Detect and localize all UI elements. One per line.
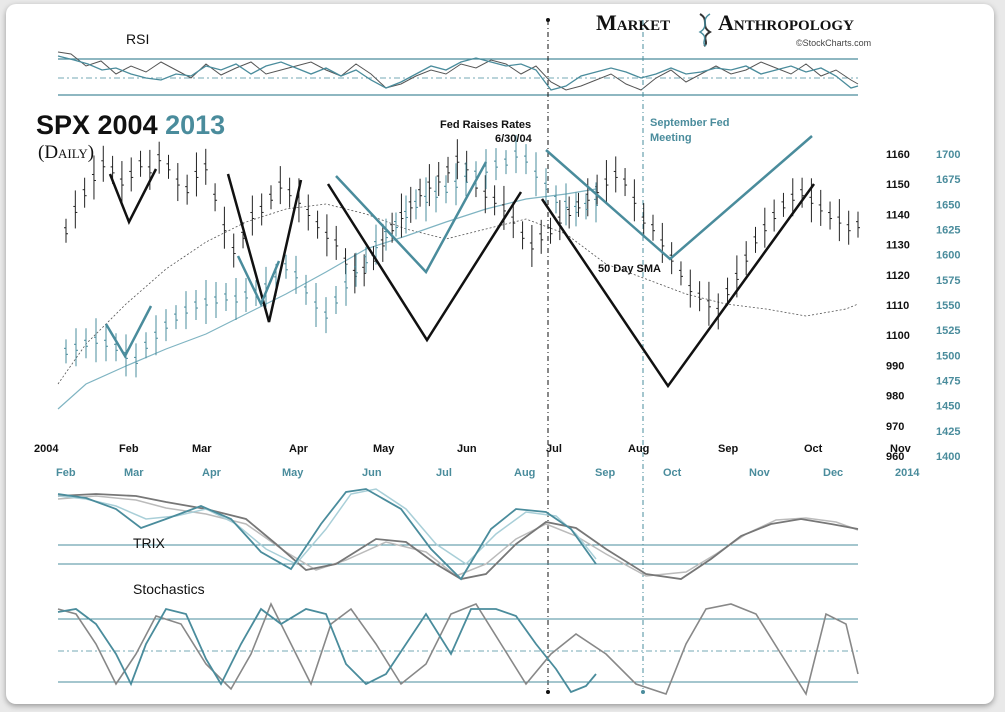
- y-axis-2013: 1700 1675 1650 1625 1600 1575 1550 1525 1500 1475…: [936, 149, 960, 463]
- brand-source: ©StockCharts.com: [796, 38, 871, 48]
- x-tick-2013: Nov: [749, 467, 771, 479]
- price-bars-2013: [64, 135, 598, 378]
- y-tick-2004: 960: [886, 451, 904, 463]
- sept-fed-label: September Fed: [650, 117, 729, 129]
- trix-panel: TRIX: [57, 488, 859, 581]
- y-tick-2004: 990: [886, 360, 904, 372]
- x-tick-2004: Aug: [628, 443, 649, 455]
- trix-2013: [57, 488, 597, 581]
- stochastics-panel: Stochastics: [57, 581, 859, 697]
- x-tick-2013: Oct: [663, 467, 682, 479]
- brand-word2: Anthropology: [718, 10, 854, 35]
- y-tick-2013: 1650: [936, 199, 960, 211]
- x-tick-2004: Jun: [457, 443, 477, 455]
- chart-title: SPX 2004 2013: [36, 110, 225, 140]
- sept-fed-dot-bottom: [641, 690, 645, 694]
- v-pattern-2013: [104, 135, 813, 359]
- x-tick-2004: Jul: [546, 443, 562, 455]
- dna-icon: [698, 13, 712, 47]
- x-tick-2013: Dec: [823, 467, 843, 479]
- y-tick-2013: 1700: [936, 149, 960, 161]
- v-2004-1: [108, 168, 158, 226]
- x-tick-2013: Mar: [124, 467, 144, 479]
- chart-card: RSI SPX 2004 2013 (Daily) Market Anthrop…: [6, 4, 994, 704]
- fed-raises-date: 6/30/04: [495, 133, 533, 145]
- x-axis-2004: 2004 Feb Mar Apr May Jun Jul Aug Sep Oct Nov: [34, 443, 912, 455]
- x-tick-2004: Mar: [192, 443, 212, 455]
- y-tick-2013: 1600: [936, 250, 960, 262]
- x-tick-2004: May: [373, 443, 395, 455]
- v-2013-1: [104, 305, 153, 359]
- x-tick-2013: Feb: [56, 467, 76, 479]
- x-tick-2004: Apr: [289, 443, 309, 455]
- fed-raise-dot-bottom: [546, 690, 550, 694]
- y-tick-2013: 1450: [936, 401, 960, 413]
- y-tick-2013: 1625: [936, 225, 960, 237]
- v-2004-2: [226, 173, 303, 323]
- y-tick-2004: 1160: [886, 149, 910, 161]
- v-pattern-2004: [108, 168, 816, 389]
- v-2013-4: [545, 135, 813, 261]
- title-prefix: SPX 2004: [36, 110, 165, 140]
- x-tick-2004: Oct: [804, 443, 823, 455]
- price-bars-2004: [64, 139, 860, 330]
- y-tick-2013: 1400: [936, 451, 960, 463]
- stochastics-label: Stochastics: [133, 581, 205, 597]
- y-tick-2013: 1475: [936, 376, 960, 388]
- y-tick-2013: 1675: [936, 174, 960, 186]
- rsi-line-2004: [57, 51, 859, 91]
- x-tick-2013: Jun: [362, 467, 382, 479]
- y-tick-2013: 1575: [936, 275, 960, 287]
- trix-2013-signal: [57, 488, 597, 565]
- fed-raises-label: Fed Raises Rates: [440, 119, 531, 131]
- sma-2004: [57, 203, 859, 385]
- fed-raise-dot-top: [546, 18, 550, 22]
- x-tick-2004: Sep: [718, 443, 738, 455]
- v-2013-2: [236, 255, 281, 308]
- x-tick-2004: 2004: [34, 443, 59, 455]
- v-2013-3: [335, 161, 488, 275]
- y-tick-2004: 1110: [886, 300, 909, 312]
- brand-logo: Market Anthropology ©StockCharts.com: [596, 10, 871, 48]
- x-tick-2013: May: [282, 467, 304, 479]
- x-tick-2013: Sep: [595, 467, 615, 479]
- y-tick-2004: 1150: [886, 179, 910, 191]
- y-tick-2004: 1120: [886, 270, 910, 282]
- rsi-panel: RSI: [57, 31, 859, 96]
- y-tick-2013: 1425: [936, 426, 960, 438]
- x-tick-2013: Jul: [436, 467, 452, 479]
- x-tick-2004: Feb: [119, 443, 139, 455]
- v-2004-3: [326, 183, 523, 343]
- y-axis-2004: 1160 1150 1140 1130 1120 1110 1100 990 980 970 960: [886, 149, 910, 463]
- y-tick-2013: 1500: [936, 350, 960, 362]
- x-axis-2013: Feb Mar Apr May Jun Jul Aug Sep Oct Nov Dec 2014: [56, 467, 920, 479]
- trix-label: TRIX: [133, 535, 166, 551]
- y-tick-2004: 1130: [886, 240, 910, 252]
- y-tick-2013: 1550: [936, 300, 960, 312]
- sma-label: 50 Day SMA: [598, 263, 661, 275]
- x-tick-2004: Nov: [890, 443, 912, 455]
- brand-word1: Market: [596, 10, 670, 35]
- rsi-label: RSI: [126, 31, 149, 47]
- chart-svg: RSI SPX 2004 2013 (Daily) Market Anthrop…: [34, 10, 960, 697]
- stoch-2013: [57, 607, 597, 694]
- trix-2004: [57, 493, 859, 580]
- stoch-2004: [57, 602, 859, 697]
- y-tick-2004: 980: [886, 391, 904, 403]
- x-tick-2013: Apr: [202, 467, 222, 479]
- y-tick-2004: 1140: [886, 209, 910, 221]
- sma-2013: [57, 188, 597, 410]
- y-tick-2013: 1525: [936, 325, 960, 337]
- x-tick-2013: 2014: [895, 467, 920, 479]
- sept-fed-label2: Meeting: [650, 132, 692, 144]
- rsi-line-2013: [57, 55, 859, 91]
- y-tick-2004: 1100: [886, 330, 910, 342]
- x-tick-2013: Aug: [514, 467, 535, 479]
- title-highlight: 2013: [165, 110, 225, 140]
- v-2004-4: [540, 183, 816, 389]
- price-panel: Fed Raises Rates 6/30/04 September Fed M…: [34, 117, 960, 479]
- y-tick-2004: 970: [886, 421, 904, 433]
- chart-subtitle: (Daily): [38, 142, 94, 163]
